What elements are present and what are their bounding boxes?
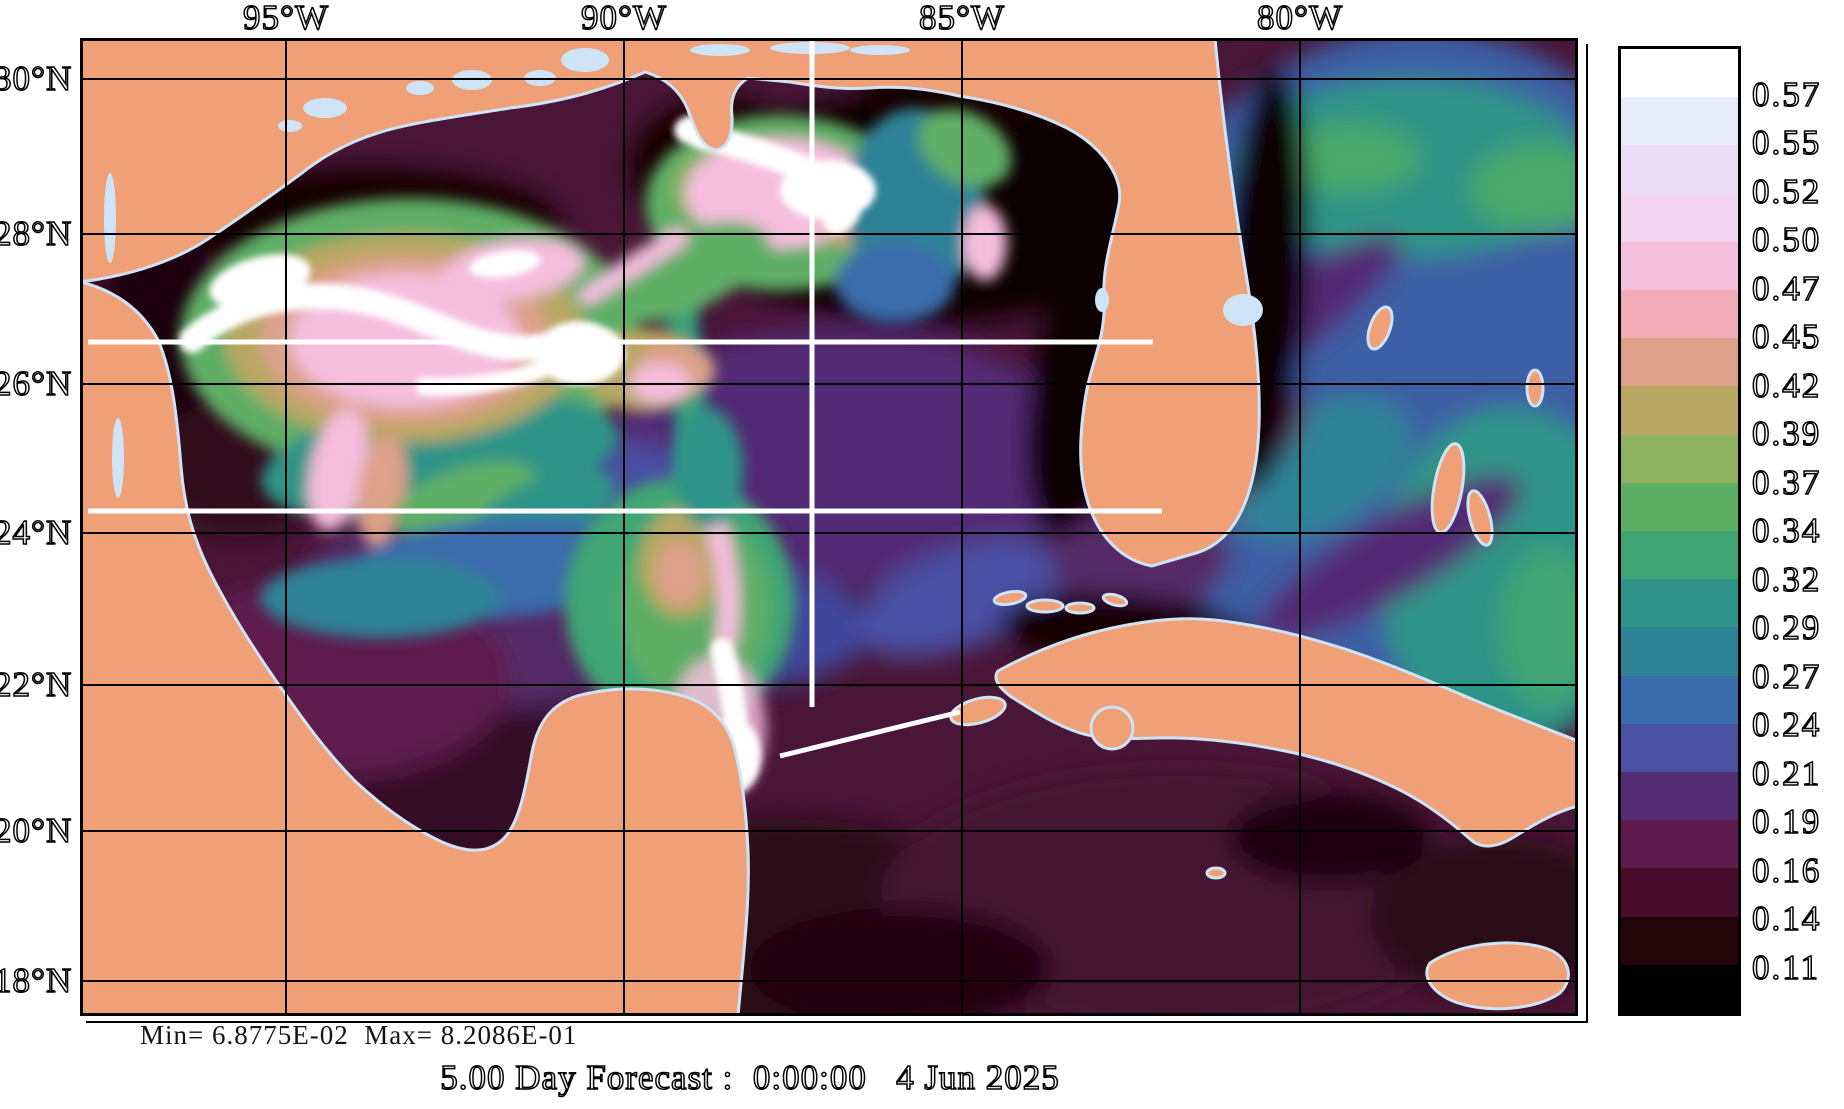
colorbar-tick-label: 0.34: [1751, 511, 1822, 550]
lon-tick-label: 90°W: [580, 0, 668, 37]
colorbar-segment: [1621, 675, 1738, 724]
colorbar-tick-label: 0.42: [1751, 365, 1822, 405]
colorbar-segment: [1621, 482, 1738, 532]
colorbar-tick-label: 0.45: [1751, 317, 1822, 356]
colorbar-segment: [1621, 49, 1738, 98]
land-isle-of-youth: [1089, 705, 1135, 751]
colorbar: [1618, 46, 1741, 1016]
colorbar-tick-label: 0.27: [1751, 656, 1822, 696]
colorbar-tick-label: 0.16: [1751, 850, 1822, 890]
lon-tick-label: 80°W: [1256, 0, 1344, 37]
lat-tick-label: 18°N: [0, 961, 73, 1001]
colorbar-tick-label: 0.52: [1751, 171, 1822, 211]
lat-tick-label: 28°N: [0, 214, 73, 254]
land-cayman-island: [1205, 866, 1227, 880]
colorbar-tick-label: 0.14: [1751, 899, 1822, 938]
colorbar-tick-label: 0.47: [1751, 268, 1822, 308]
land-cuba-west-hook: [949, 695, 1007, 727]
colorbar-segment: [1621, 772, 1738, 821]
colorbar-tick-label: 0.55: [1751, 123, 1822, 162]
land-florida-keys: [1025, 598, 1065, 614]
land-florida-keys: [1064, 601, 1096, 615]
graticule: [80, 38, 1578, 1016]
land-mexico-yucatan: [80, 280, 750, 1016]
land-florida-keys: [1101, 592, 1129, 608]
section-lines: [88, 38, 1162, 759]
land-bahamas-cay: [1366, 305, 1394, 351]
colorbar-segment: [1621, 964, 1738, 1014]
colorbar-tick-label: 0.24: [1751, 705, 1822, 744]
colorbar-segment: [1621, 820, 1738, 869]
map-canvas: [80, 38, 1578, 1016]
land-jamaica: [1425, 941, 1570, 1011]
colorbar-tick-label: 0.57: [1751, 74, 1822, 114]
map-frame-shadow-right: [1586, 44, 1588, 1023]
colorbar-segment: [1621, 241, 1738, 291]
colorbar-tick-label: 0.21: [1751, 753, 1822, 793]
colorbar-tick-label: 0.50: [1751, 220, 1822, 259]
colorbar-tick-label: 0.11: [1751, 947, 1820, 987]
colorbar-segment: [1621, 723, 1738, 773]
colorbar-segment: [1621, 290, 1738, 339]
colorbar-tick-label: 0.19: [1751, 802, 1822, 841]
colorbar-segment: [1621, 193, 1738, 242]
map-frame-shadow-bottom: [86, 1021, 1588, 1023]
colorbar-tick-label: 0.37: [1751, 462, 1822, 502]
colorbar-segment: [1621, 916, 1738, 965]
land-bahamas-cay: [1466, 489, 1494, 547]
colorbar-segment: [1621, 579, 1738, 628]
lon-tick-label: 95°W: [242, 0, 330, 37]
lat-tick-label: 22°N: [0, 665, 73, 705]
colorbar-tick-label: 0.39: [1751, 414, 1822, 453]
lakes-lagoons: [104, 42, 1263, 498]
lat-tick-label: 26°N: [0, 364, 73, 404]
land-florida-keys: [992, 589, 1028, 607]
colorbar-segment: [1621, 338, 1738, 387]
stats-min-label: Min= 6.8775E-02: [140, 1020, 349, 1050]
map-frame: [80, 38, 1578, 1016]
map-plot: [80, 38, 1578, 1016]
lat-tick-label: 24°N: [0, 513, 73, 553]
colorbar-tick-labels: 0.57 0.55 0.52 0.50 0.47 0.45 0.42 0.39 0.37 0.34…: [1751, 46, 1844, 1016]
stats-line: Min= 6.8775E-02 Max= 8.2086E-01: [140, 1020, 577, 1051]
lat-tick-label: 20°N: [0, 811, 73, 851]
colorbar-tick-label: 0.32: [1751, 559, 1822, 599]
lat-tick-label: 30°N: [0, 59, 73, 99]
section-line-diagonal: [779, 709, 961, 759]
colorbar-segment: [1621, 386, 1738, 435]
lon-tick-label: 85°W: [918, 0, 1006, 37]
colorbar-segment: [1621, 627, 1738, 676]
colorbar-segment: [1621, 97, 1738, 146]
colorbar-segments: [1621, 49, 1738, 1014]
forecast-caption: 5.00 Day Forecast : 0:00:00 4 Jun 2025: [440, 1057, 1060, 1098]
colorbar-segment: [1621, 434, 1738, 483]
colorbar-segment: [1621, 531, 1738, 580]
land-bahamas-cay: [1525, 368, 1545, 408]
colorbar-tick-label: 0.29: [1751, 608, 1822, 647]
colorbar-segment: [1621, 145, 1738, 194]
stats-max-label: Max= 8.2086E-01: [364, 1020, 578, 1050]
colorbar-segment: [1621, 868, 1738, 917]
